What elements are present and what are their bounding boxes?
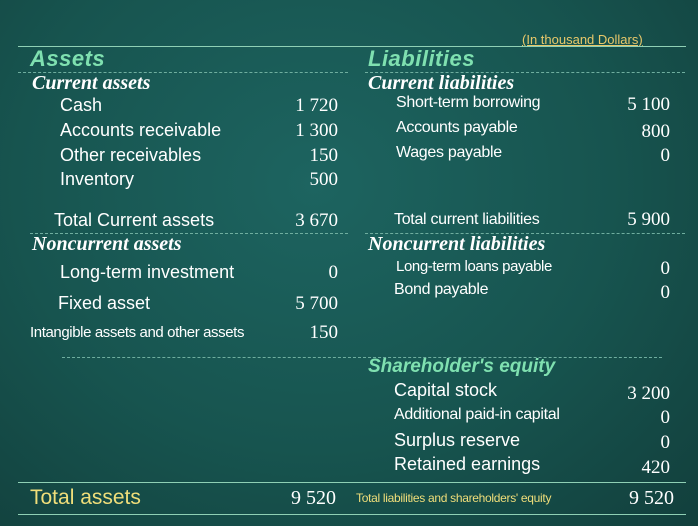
liability-value-long-term-loans: 0 bbox=[660, 258, 671, 279]
liabilities-title: Liabilities bbox=[368, 46, 475, 71]
middle-separator bbox=[62, 357, 662, 358]
equity-heading: Shareholder's equity bbox=[368, 356, 556, 377]
noncurrent-assets-heading: Noncurrent assets bbox=[32, 233, 182, 255]
equity-label-retained-earnings: Retained earnings bbox=[394, 454, 541, 474]
asset-label-inventory: Inventory bbox=[60, 169, 135, 189]
total-liabilities-equity-label: Total liabilities and shareholders' equi… bbox=[356, 491, 552, 505]
asset-value-inventory: 500 bbox=[309, 169, 339, 190]
liability-label-bond-payable: Bond payable bbox=[394, 281, 489, 298]
asset-label-long-term-investment: Long-term investment bbox=[60, 262, 235, 282]
liability-value-accounts-payable: 800 bbox=[641, 121, 671, 142]
assets-title: Assets bbox=[30, 46, 106, 71]
totals-bottom-rule bbox=[18, 514, 686, 515]
liability-label-accounts-payable: Accounts payable bbox=[396, 119, 518, 136]
liability-label-wages-payable: Wages payable bbox=[396, 144, 502, 161]
liability-value-short-term-borrowing: 5 100 bbox=[627, 94, 670, 115]
asset-value-intangible-assets: 150 bbox=[309, 322, 339, 343]
total-current-assets-value: 3 670 bbox=[295, 210, 338, 231]
liabilities-title-rule bbox=[365, 72, 685, 73]
total-liabilities-equity-value: 9 520 bbox=[629, 487, 674, 509]
asset-value-fixed-asset: 5 700 bbox=[295, 293, 338, 314]
equity-label-capital-stock: Capital stock bbox=[394, 380, 498, 400]
equity-value-retained-earnings: 420 bbox=[641, 457, 671, 478]
total-current-liabilities-value: 5 900 bbox=[627, 209, 670, 230]
totals-top-rule bbox=[18, 482, 686, 483]
equity-label-additional-paid-in-capital: Additional paid-in capital bbox=[394, 406, 560, 423]
total-current-liabilities-label: Total current liabilities bbox=[394, 211, 540, 228]
total-current-assets-label: Total Current assets bbox=[54, 210, 215, 230]
asset-label-other-receivables: Other receivables bbox=[60, 145, 202, 165]
liability-value-wages-payable: 0 bbox=[660, 145, 671, 166]
current-assets-heading: Current assets bbox=[32, 72, 151, 94]
total-assets-label: Total assets bbox=[30, 486, 141, 509]
liability-label-long-term-loans: Long-term loans payable bbox=[396, 258, 552, 275]
asset-value-other-receivables: 150 bbox=[309, 145, 339, 166]
liability-value-bond-payable: 0 bbox=[660, 282, 671, 303]
asset-label-cash: Cash bbox=[60, 95, 103, 115]
top-rule bbox=[18, 46, 686, 47]
asset-label-intangible-assets: Intangible assets and other assets bbox=[30, 324, 245, 341]
total-assets-value: 9 520 bbox=[291, 487, 336, 509]
noncurrent-liabilities-heading: Noncurrent liabilities bbox=[368, 233, 546, 255]
current-assets-total-rule bbox=[30, 233, 348, 234]
equity-value-additional-paid-in-capital: 0 bbox=[660, 407, 671, 428]
equity-value-capital-stock: 3 200 bbox=[627, 383, 670, 404]
liability-label-short-term-borrowing: Short-term borrowing bbox=[396, 94, 541, 111]
current-liabilities-heading: Current liabilities bbox=[368, 72, 515, 94]
equity-label-surplus-reserve: Surplus reserve bbox=[394, 430, 521, 450]
asset-value-long-term-investment: 0 bbox=[328, 262, 339, 283]
assets-title-rule bbox=[18, 72, 348, 73]
current-liabilities-total-rule bbox=[365, 233, 685, 234]
equity-value-surplus-reserve: 0 bbox=[660, 432, 671, 453]
asset-value-accounts-receivable: 1 300 bbox=[295, 120, 338, 141]
asset-value-cash: 1 720 bbox=[295, 95, 338, 116]
unit-note: (In thousand Dollars) bbox=[522, 32, 643, 47]
asset-label-fixed-asset: Fixed asset bbox=[58, 293, 151, 313]
asset-label-accounts-receivable: Accounts receivable bbox=[60, 120, 222, 140]
